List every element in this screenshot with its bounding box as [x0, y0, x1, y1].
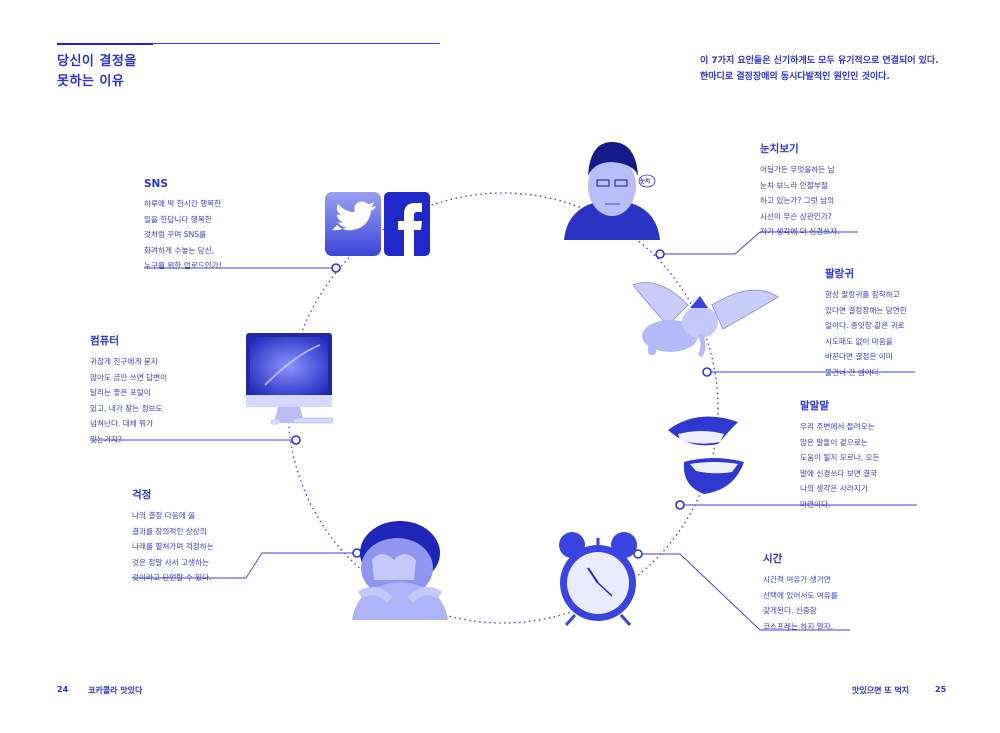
page-title: 당신이 결정을 못하는 이유: [57, 52, 137, 92]
connector-nunchi: [660, 231, 858, 255]
node-line: 않아도 금만 쓰면 답변이: [90, 372, 168, 382]
intro-text: 이 7가지 요인들은 신기하게도 모두 유기적으로 연결되어 있다. 한마디로 …: [700, 53, 939, 85]
node-line: 있다면 결정장애는 당연한: [825, 305, 907, 315]
node-dot-palrangui: [702, 367, 712, 377]
footer-title-left: 코카콜라 맛있다: [88, 686, 143, 695]
node-title-computer: 컴퓨터: [90, 335, 119, 347]
imac-icon: [246, 333, 334, 425]
node-line: 것처럼 꾸며 SNS를: [144, 230, 207, 239]
node-body-computer: 귀찮게 친구에게 묻지 않아도 금만 쓰면 답변이 달리는 좋은 포털이 있고,…: [90, 354, 167, 447]
node-line: 결과를 창의적인 상상의: [132, 526, 207, 536]
node-title-nunchi: 눈치보기: [760, 143, 799, 155]
node-palrangui: 팔랑귀 항상 팔랑귀를 장착하고 있다면 결정장애는 당연한 일이다. 종잇장 …: [825, 266, 907, 380]
node-body-time: 시간적 여유가 생기면 선택에 있어서도 여유를 갖게된다. 신중함 코스프레는…: [763, 572, 838, 634]
node-dot-sns: [331, 263, 341, 273]
mouth-bubble-icon: [638, 174, 656, 188]
connector-worry: [132, 552, 356, 579]
title-rule: [57, 43, 440, 44]
page-number-right: 25: [935, 685, 947, 694]
node-title-sns: SNS: [144, 178, 168, 190]
node-line: 시선이 무슨 상관인가?: [760, 211, 832, 221]
intro-line-1: 이 7가지 요인들은 신기하게도 모두 유기적으로 연결되어 있다.: [700, 56, 939, 66]
node-line: 나래를 펼쳐가며 걱정하는: [132, 542, 214, 551]
node-sns: SNS 하루에 딱 한시간 행복한 일을 한답니다 행복한 것처럼 꾸며 SNS…: [144, 178, 222, 274]
node-malmalmal: 말말말 우리 주변에서 들려오는 많은 말들이 겉으로는 도움이 될지 모르나,…: [800, 398, 880, 512]
node-line: 우리 주변에서 들려오는: [800, 422, 875, 431]
node-line: 항상 팔랑귀를 장착하고: [825, 290, 900, 299]
cycle-ring: [287, 192, 719, 624]
node-line: 하루에 딱 한시간 행복한: [144, 199, 222, 208]
node-line: 달리는 좋은 포털이: [90, 388, 151, 397]
node-dot-nunchi: [655, 249, 665, 259]
node-line: 도움이 될지 모르나, 오든: [800, 453, 880, 462]
node-line: 시간적 여유가 생기면: [763, 575, 831, 584]
node-line: 물건너 간 셈이다.: [825, 367, 882, 377]
node-line: 갖게된다. 신중함: [763, 606, 817, 615]
node-body-sns: 하루에 딱 한시간 행복한 일을 한답니다 행복한 것처럼 꾸며 SNS를 화려…: [144, 196, 222, 274]
node-dot-time: [633, 549, 643, 559]
page-title-line-1: 당신이 결정을: [57, 54, 137, 69]
alarm-clock-image: [559, 532, 637, 627]
node-dot-malmalmal: [675, 500, 685, 510]
node-line: 나의 생각은 사라지기: [800, 484, 868, 493]
node-line: 일이다. 종잇장 같은 귀로: [825, 321, 905, 330]
intro-line-2: 한마디로 결정장애의 동시다발적인 원인인 것이다.: [700, 72, 890, 82]
footer-title-right: 맛있으면 또 먹지: [852, 686, 910, 695]
node-dot-worry: [352, 548, 362, 558]
facebook-icon: [384, 192, 430, 256]
page-number-left: 24: [57, 685, 69, 694]
node-time: 시간 시간적 여유가 생기면 선택에 있어서도 여유를 갖게된다. 신중함 코스…: [763, 551, 838, 634]
node-dot-computer: [291, 435, 301, 445]
node-line: 바꾼다면 결정은 이미: [825, 352, 893, 361]
twitter-icon: [325, 192, 381, 256]
dumbo-elephant-image: [632, 282, 779, 358]
node-line: 화려하게 수놓는 당신,: [144, 245, 215, 255]
node-line: 어딜가든 무엇을하든 남: [760, 165, 835, 174]
node-worry: 걱정 나의 결정 다음에 올 결과를 창의적인 상상의 나래를 펼쳐가며 걱정하…: [132, 487, 214, 586]
node-line: 나의 결정 다음에 올: [132, 511, 196, 520]
node-body-malmalmal: 우리 주변에서 들려오는 많은 말들이 겉으로는 도움이 될지 모르나, 오든 …: [800, 419, 880, 512]
node-line: 것이라고 단언할 수 있다.: [132, 573, 212, 582]
node-body-palrangui: 항상 팔랑귀를 장착하고 있다면 결정장애는 당연한 일이다. 종잇장 같은 귀…: [825, 287, 907, 380]
title-rule-accent: [57, 43, 153, 45]
connector-lines: [90, 231, 917, 631]
node-computer: 컴퓨터 귀찮게 친구에게 묻지 않아도 금만 쓰면 답변이 달리는 좋은 포털이…: [90, 333, 167, 447]
node-line: 누구를 위한 업로드인가!: [144, 261, 222, 270]
node-line: 일을 한답니다 행복한: [144, 214, 212, 224]
node-line: 넘쳐난다. 대체 뭐가: [90, 419, 154, 428]
node-line: 맞는거지?: [90, 434, 122, 444]
connector-time: [638, 553, 850, 631]
node-title-palrangui: 팔랑귀: [825, 268, 854, 280]
node-line: 선택에 있어서도 여유를: [763, 590, 838, 600]
mouth-bubble-text: 눈치: [640, 179, 651, 185]
node-line: 마련이다.: [800, 499, 831, 509]
node-body-nunchi: 어딜가든 무엇을하든 남 눈치 보느라 안절부절 하고 있는가? 그럿 남의 시…: [760, 162, 840, 240]
lips-mouth-image: [668, 416, 744, 494]
node-line: 것은 정말 사서 고생하는: [132, 557, 210, 567]
node-line: 자기 생각에 더 신경쓰자.: [760, 227, 840, 236]
node-line: 많은 말들이 겉으로는: [800, 437, 868, 447]
man-portrait-image: [564, 142, 660, 240]
circle-nodes: [291, 249, 712, 559]
node-line: 귀찮게 친구에게 묻지: [90, 357, 158, 366]
node-line: 말에 신경쓰다 보면 결국: [800, 468, 878, 478]
node-nunchi: 눈치보기 어딜가든 무엇을하든 남 눈치 보느라 안절부절 하고 있는가? 그럿…: [760, 141, 840, 240]
node-line: 눈치 보느라 안절부절: [760, 180, 828, 190]
node-title-malmalmal: 말말말: [800, 400, 829, 412]
crying-child-image: [352, 521, 448, 620]
node-line: 시도때도 없이 마음을: [825, 336, 893, 346]
node-title-time: 시간: [763, 553, 783, 565]
page-title-line-2: 못하는 이유: [57, 74, 125, 89]
node-title-worry: 걱정: [132, 489, 152, 501]
node-line: 코스프레는 하지 말자.: [763, 621, 834, 631]
node-line: 있고, 내가 찾는 정보도: [90, 403, 163, 413]
node-body-worry: 나의 결정 다음에 올 결과를 창의적인 상상의 나래를 펼쳐가며 걱정하는 것…: [132, 508, 214, 586]
node-line: 하고 있는가? 그럿 남의: [760, 196, 835, 205]
